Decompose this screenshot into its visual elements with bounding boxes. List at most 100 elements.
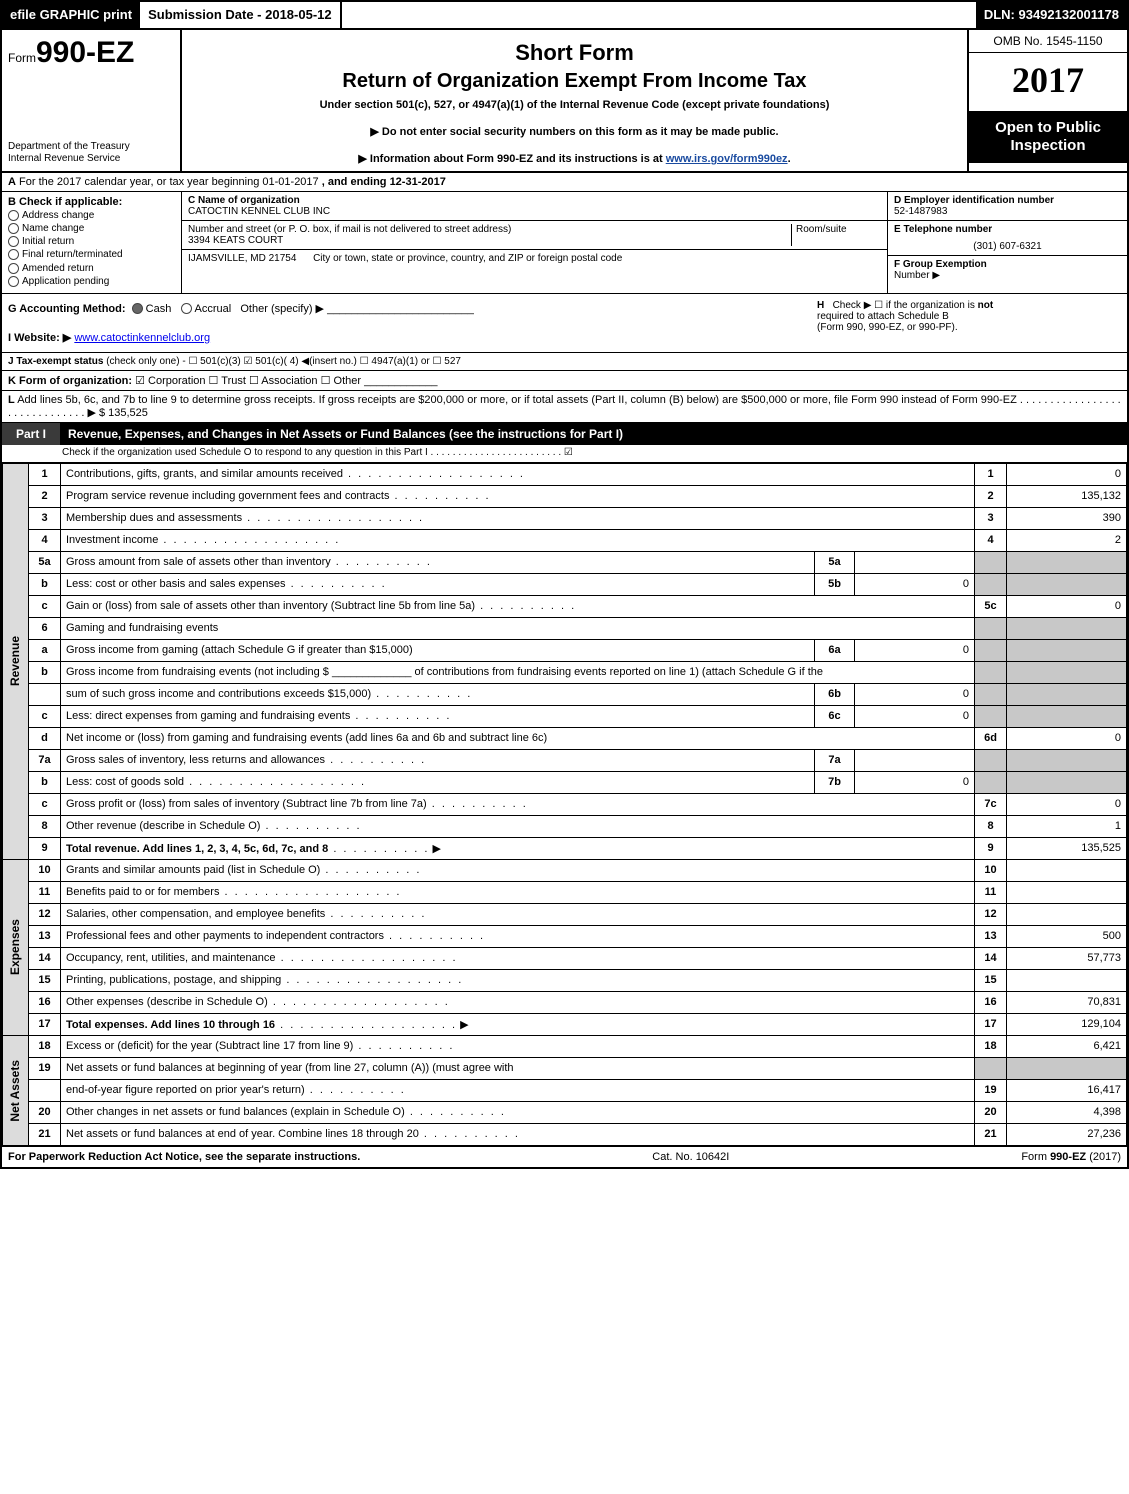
ln-ref: 16 [975, 991, 1007, 1013]
k-text: ☑ Corporation ☐ Trust ☐ Association ☐ Ot… [135, 375, 437, 387]
g-accrual-label: Accrual [195, 303, 232, 315]
ln-num: 15 [29, 969, 61, 991]
ln-desc-text: Gross income from gaming (attach Schedul… [61, 639, 815, 661]
mini-val: 0 [855, 573, 975, 595]
ln-val [1007, 903, 1127, 925]
fr-pre: Form [1021, 1151, 1050, 1163]
ln-desc-text: Contributions, gifts, grants, and simila… [66, 468, 525, 480]
chk-application-pending[interactable]: Application pending [8, 276, 175, 287]
ln-desc-text: Printing, publications, postage, and shi… [66, 974, 281, 986]
ln-ref: 15 [975, 969, 1007, 991]
ln-ref: 4 [975, 529, 1007, 551]
efile-badge: efile GRAPHIC print [2, 2, 140, 28]
shade-cell [1007, 551, 1127, 573]
gh-right: H Check ▶ ☐ if the organization is not r… [811, 300, 1121, 346]
ln-ref: 9 [975, 837, 1007, 859]
ln-val: 70,831 [1007, 991, 1127, 1013]
col-b-checkboxes: B Check if applicable: Address change Na… [2, 192, 182, 293]
h-label: H [817, 300, 824, 311]
f-group-label2: Number ▶ [894, 270, 1121, 281]
mini-lbl: 5a [815, 551, 855, 573]
g-cash-check[interactable] [132, 303, 143, 314]
ln-desc-text: Salaries, other compensation, and employ… [66, 908, 325, 920]
line-19a: 19 Net assets or fund balances at beginn… [3, 1057, 1127, 1079]
ln-num: c [29, 705, 61, 727]
fr-year: (2017) [1086, 1151, 1121, 1163]
dept-line2: Internal Revenue Service [8, 153, 174, 165]
bf-block: B Check if applicable: Address change Na… [2, 192, 1127, 294]
g-cash-label: Cash [146, 303, 172, 315]
note-info-post: . [788, 153, 791, 165]
ln-val [1007, 881, 1127, 903]
ln-num: 17 [29, 1013, 61, 1035]
line-5c: c Gain or (loss) from sale of assets oth… [3, 595, 1127, 617]
shade-cell [975, 573, 1007, 595]
line-17: 17 Total expenses. Add lines 10 through … [3, 1013, 1127, 1035]
shade-cell [975, 1057, 1007, 1079]
col-b-heading: Check if applicable: [19, 196, 122, 208]
chk-initial-return[interactable]: Initial return [8, 236, 175, 247]
part1-tag: Part I [2, 423, 60, 445]
row-k: K Form of organization: ☑ Corporation ☐ … [2, 371, 1127, 391]
line-13: 13 Professional fees and other payments … [3, 925, 1127, 947]
chk-name-change[interactable]: Name change [8, 223, 175, 234]
chk-amended-return[interactable]: Amended return [8, 263, 175, 274]
tax-year: 2017 [969, 53, 1127, 111]
col-c-org-info: C Name of organization CATOCTIN KENNEL C… [182, 192, 887, 293]
d-ein-value: 52-1487983 [894, 206, 1121, 217]
ln-num: 12 [29, 903, 61, 925]
part1-table: Revenue 1 Contributions, gifts, grants, … [2, 463, 1127, 1146]
ln-desc-text: Other changes in net assets or fund bala… [66, 1106, 405, 1118]
ln-desc-text: Program service revenue including govern… [66, 490, 491, 502]
chk-label: Application pending [22, 276, 109, 287]
irs-link[interactable]: www.irs.gov/form990ez [666, 153, 788, 165]
ln-val: 1 [1007, 815, 1127, 837]
line-20: 20 Other changes in net assets or fund b… [3, 1101, 1127, 1123]
mini-lbl: 6c [815, 705, 855, 727]
shade-cell [1007, 1057, 1127, 1079]
gh-left: G Accounting Method: Cash Accrual Other … [8, 300, 811, 346]
ln-val: 27,236 [1007, 1123, 1127, 1145]
ln-desc-text: Occupancy, rent, utilities, and maintena… [66, 952, 276, 964]
ln-desc-text: Other expenses (describe in Schedule O) [66, 996, 268, 1008]
shade-cell [1007, 749, 1127, 771]
chk-address-change[interactable]: Address change [8, 210, 175, 221]
department-block: Department of the Treasury Internal Reve… [8, 141, 174, 165]
c-street-label: Number and street (or P. O. box, if mail… [188, 224, 791, 235]
line-5a: 5a Gross amount from sale of assets othe… [3, 551, 1127, 573]
l-text: Add lines 5b, 6c, and 7b to line 9 to de… [8, 394, 1121, 419]
ln-desc-text: Gross amount from sale of assets other t… [66, 556, 432, 568]
i-label: I Website: ▶ [8, 332, 71, 344]
k-label: K Form of organization: [8, 375, 132, 387]
line-15: 15 Printing, publications, postage, and … [3, 969, 1127, 991]
mini-val: 0 [855, 683, 975, 705]
submission-date: Submission Date - 2018-05-12 [140, 2, 342, 28]
ln-val: 6,421 [1007, 1035, 1127, 1057]
form-990ez-page: efile GRAPHIC print Submission Date - 20… [0, 0, 1129, 1169]
expenses-sidebar: Expenses [3, 859, 29, 1035]
ln-desc-text: Less: direct expenses from gaming and fu… [66, 710, 451, 722]
ln-val: 500 [1007, 925, 1127, 947]
ln-desc-text: Investment income [66, 534, 340, 546]
line-12: 12 Salaries, other compensation, and emp… [3, 903, 1127, 925]
line-5b: b Less: cost or other basis and sales ex… [3, 573, 1127, 595]
shade-cell [1007, 617, 1127, 639]
ln-num: 21 [29, 1123, 61, 1145]
g-accrual-check[interactable] [181, 303, 192, 314]
mini-val [855, 749, 975, 771]
mini-lbl: 7b [815, 771, 855, 793]
i-website: I Website: ▶ www.catoctinkennelclub.org [8, 331, 811, 344]
ln-num-blank [29, 683, 61, 705]
ln-desc-text: Gross income from fundraising events (no… [61, 661, 975, 683]
shade-cell [1007, 771, 1127, 793]
ln-val: 0 [1007, 463, 1127, 485]
chk-label: Address change [22, 210, 94, 221]
ln-ref: 3 [975, 507, 1007, 529]
h-not: not [978, 300, 994, 311]
line-3: 3 Membership dues and assessments 3 390 [3, 507, 1127, 529]
chk-final-return[interactable]: Final return/terminated [8, 249, 175, 260]
part1-title: Revenue, Expenses, and Changes in Net As… [60, 423, 1127, 445]
website-link[interactable]: www.catoctinkennelclub.org [74, 332, 210, 344]
line-14: 14 Occupancy, rent, utilities, and maint… [3, 947, 1127, 969]
ln-num: 14 [29, 947, 61, 969]
